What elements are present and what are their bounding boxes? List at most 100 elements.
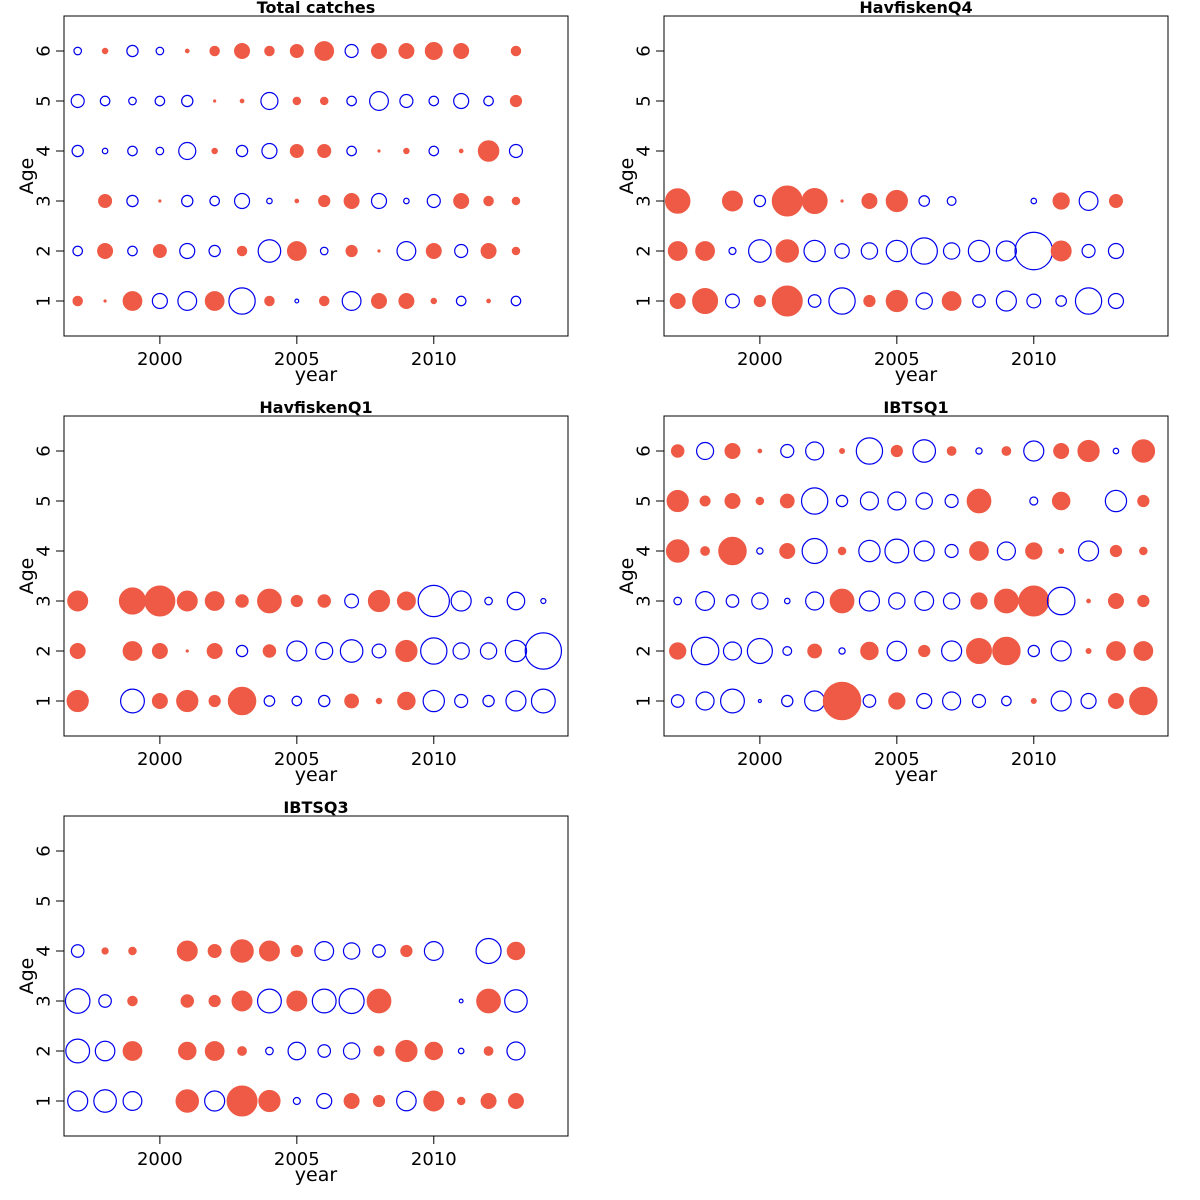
negative-residual-bubble xyxy=(127,245,138,257)
y-axis-title: Age xyxy=(16,158,38,195)
positive-residual-bubble xyxy=(204,591,225,611)
positive-residual-bubble xyxy=(424,1041,444,1061)
positive-residual-bubble xyxy=(208,694,221,708)
negative-residual-bubble xyxy=(673,596,683,606)
positive-residual-bubble xyxy=(721,190,743,212)
positive-residual-bubble xyxy=(103,299,107,303)
x-tick-label: 2000 xyxy=(137,749,183,770)
negative-residual-bubble xyxy=(695,691,715,711)
positive-residual-bubble xyxy=(127,995,138,1007)
negative-residual-bubble xyxy=(209,195,221,207)
negative-residual-bubble xyxy=(452,642,470,660)
negative-residual-bubble xyxy=(1104,489,1128,513)
positive-residual-bubble xyxy=(509,94,523,108)
positive-residual-bubble xyxy=(178,1041,197,1061)
negative-residual-bubble xyxy=(346,145,357,157)
positive-residual-bubble xyxy=(377,249,381,253)
positive-residual-bubble xyxy=(227,686,257,716)
positive-residual-bubble xyxy=(861,193,878,209)
positive-residual-bubble xyxy=(941,291,962,311)
negative-residual-bubble xyxy=(838,647,846,655)
positive-residual-bubble xyxy=(345,244,358,258)
positive-residual-bubble xyxy=(403,147,410,155)
negative-residual-bubble xyxy=(369,91,389,111)
positive-residual-bubble xyxy=(885,289,908,313)
positive-residual-bubble xyxy=(667,241,688,261)
negative-residual-bubble xyxy=(728,246,737,256)
x-axis-title: year xyxy=(295,764,338,786)
positive-residual-bubble xyxy=(258,940,280,962)
positive-residual-bubble xyxy=(211,147,218,155)
positive-residual-bubble xyxy=(890,444,903,458)
negative-residual-bubble xyxy=(428,145,440,157)
positive-residual-bubble xyxy=(1018,585,1050,617)
negative-residual-bubble xyxy=(370,192,388,210)
negative-residual-bubble xyxy=(805,591,825,611)
positive-residual-bubble xyxy=(1131,439,1156,463)
positive-residual-bubble xyxy=(1108,194,1123,208)
negative-residual-bubble xyxy=(428,95,440,107)
x-tick-label: 2000 xyxy=(737,349,783,370)
negative-residual-bubble xyxy=(482,694,495,708)
negative-residual-bubble xyxy=(1001,695,1012,707)
negative-residual-bubble xyxy=(996,541,1016,561)
x-tick-label: 2000 xyxy=(137,1149,183,1170)
x-tick-label: 2010 xyxy=(411,1149,457,1170)
positive-residual-bubble xyxy=(863,294,876,308)
positive-residual-bubble xyxy=(343,1093,360,1109)
negative-residual-bubble xyxy=(455,295,467,307)
positive-residual-bubble xyxy=(317,144,332,158)
positive-residual-bubble xyxy=(476,988,501,1014)
positive-residual-bubble xyxy=(184,48,190,54)
y-tick-label: 5 xyxy=(34,95,55,106)
y-tick-label: 3 xyxy=(634,595,655,606)
positive-residual-bubble xyxy=(144,585,176,617)
positive-residual-bubble xyxy=(969,541,989,561)
positive-residual-bubble xyxy=(289,144,304,158)
negative-residual-bubble xyxy=(1107,292,1125,310)
negative-residual-bubble xyxy=(233,192,251,210)
positive-residual-bubble xyxy=(151,693,168,709)
negative-residual-bubble xyxy=(670,694,685,708)
positive-residual-bubble xyxy=(204,1041,225,1061)
positive-residual-bubble xyxy=(239,98,245,104)
negative-residual-bubble xyxy=(505,690,527,712)
negative-residual-bubble xyxy=(946,196,957,206)
positive-residual-bubble xyxy=(670,444,685,458)
negative-residual-bubble xyxy=(800,487,829,515)
negative-residual-bubble xyxy=(317,694,331,708)
positive-residual-bubble xyxy=(1139,546,1148,556)
positive-residual-bubble xyxy=(669,293,686,309)
negative-residual-bubble xyxy=(828,287,856,315)
positive-residual-bubble xyxy=(695,241,715,261)
negative-residual-bubble xyxy=(70,944,85,958)
x-tick-label: 2000 xyxy=(737,749,783,770)
negative-residual-bubble xyxy=(944,493,959,509)
negative-residual-bubble xyxy=(458,998,464,1004)
negative-residual-bubble xyxy=(757,698,762,704)
negative-residual-bubble xyxy=(508,143,524,159)
negative-residual-bubble xyxy=(975,447,983,455)
positive-residual-bubble xyxy=(371,43,387,59)
negative-residual-bubble xyxy=(942,242,961,260)
negative-residual-bubble xyxy=(204,1090,226,1112)
positive-residual-bubble xyxy=(755,496,765,506)
positive-residual-bubble xyxy=(318,194,331,208)
x-axis-title: year xyxy=(895,764,938,786)
positive-residual-bubble xyxy=(286,241,307,261)
negative-residual-bubble xyxy=(834,243,850,259)
positive-residual-bubble xyxy=(372,1094,386,1108)
y-tick-label: 4 xyxy=(34,145,55,156)
negative-residual-bubble xyxy=(860,242,879,260)
positive-residual-bubble xyxy=(122,1041,143,1061)
positive-residual-bubble xyxy=(483,195,494,207)
negative-residual-bubble xyxy=(70,93,85,109)
panel-1: Total catches 2000 2005 2010 1 2 3 4 5 6 year Age xyxy=(16,0,569,386)
positive-residual-bubble xyxy=(771,185,803,217)
positive-residual-bubble xyxy=(458,148,464,154)
positive-residual-bubble xyxy=(398,43,415,59)
negative-residual-bubble xyxy=(695,591,716,611)
positive-residual-bubble xyxy=(122,291,143,311)
negative-residual-bubble xyxy=(73,46,83,56)
